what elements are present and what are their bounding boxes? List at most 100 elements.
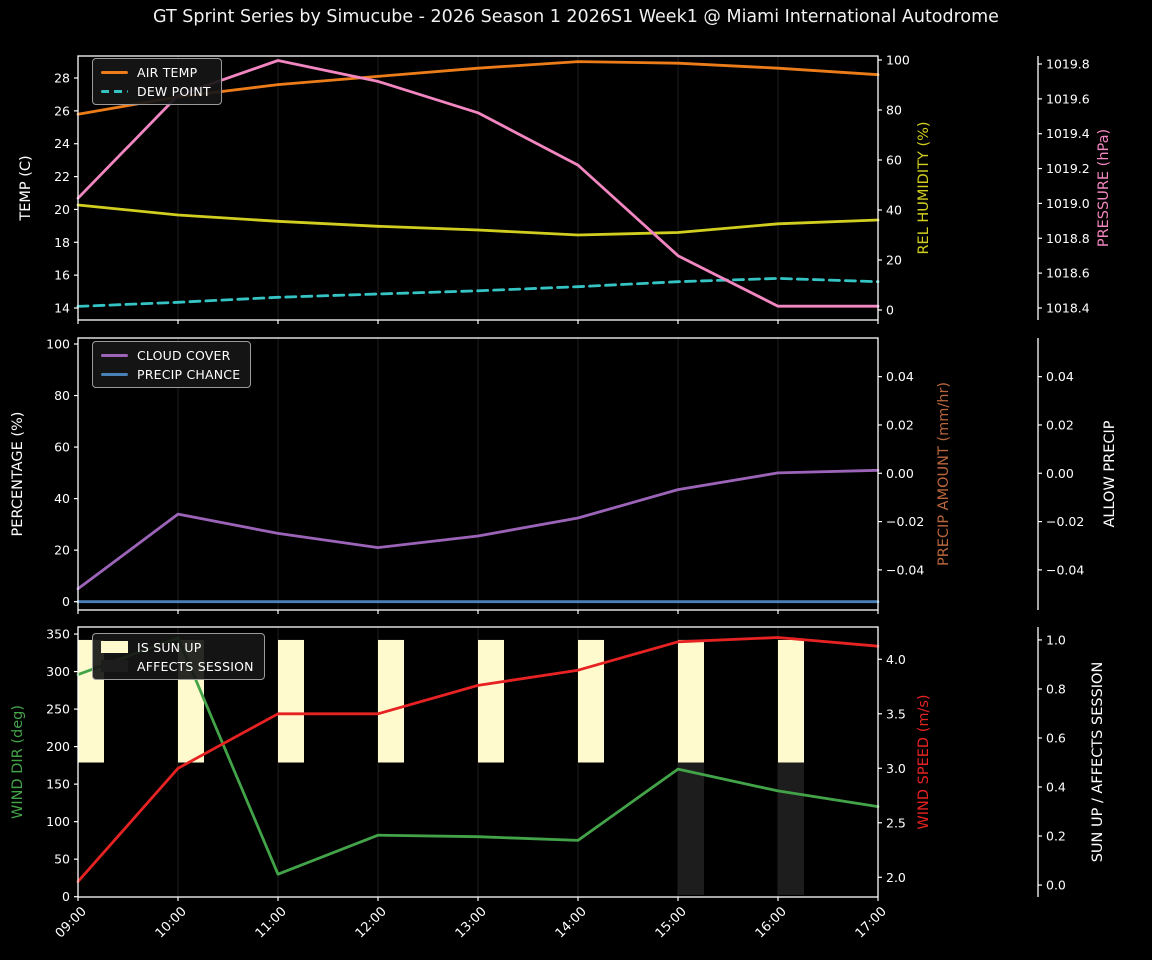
far-axis-title: SUN UP / AFFECTS SESSION <box>1090 662 1106 863</box>
y-tick-label: 300 <box>46 664 70 679</box>
far-tick-label: 0.02 <box>1046 417 1074 432</box>
legend-item-dew-point: DEW POINT <box>101 83 211 99</box>
far-tick-label: 0.6 <box>1046 730 1066 745</box>
bar-affects-session <box>778 762 804 895</box>
series-rel-humidity-line <box>76 203 880 237</box>
bar-is-sun-up <box>578 639 604 763</box>
x-tick-label: 09:00 <box>53 904 90 941</box>
legend-temperature: AIR TEMP DEW POINT <box>92 58 222 105</box>
is-sun-up-patch-swatch <box>101 641 128 653</box>
right-axis-title: REL HUMIDITY (%) <box>916 121 932 254</box>
y-tick-label: 28 <box>54 71 70 86</box>
far-tick-label: 1.0 <box>1046 632 1066 647</box>
page-title: GT Sprint Series by Simucube - 2026 Seas… <box>153 7 999 27</box>
far-tick-label: 1019.2 <box>1046 161 1090 176</box>
far-tick-label: −0.04 <box>1046 562 1084 577</box>
bar-is-sun-up <box>678 639 704 763</box>
right-tick-label: 0 <box>886 303 894 318</box>
right-tick-label: 0.04 <box>886 369 914 384</box>
legend-item-affects-session: AFFECTS SESSION <box>101 658 254 674</box>
y-tick-label: 100 <box>46 814 70 829</box>
right-tick-label: 0.02 <box>886 417 914 432</box>
bar-is-sun-up <box>778 639 804 763</box>
right-tick-label: 4.0 <box>886 652 906 667</box>
bar-is-sun-up <box>378 639 404 763</box>
far-tick-label: 0.04 <box>1046 369 1074 384</box>
y-tick-label: 18 <box>54 235 70 250</box>
far-tick-label: 1019.0 <box>1046 196 1090 211</box>
right-tick-label: 20 <box>886 253 902 268</box>
series-wind-dir-line <box>76 636 880 876</box>
x-tick-label: 15:00 <box>653 904 690 941</box>
legend-item-air-temp: AIR TEMP <box>101 64 211 80</box>
x-tick-label: 17:00 <box>853 904 890 941</box>
legend-item-precip-chance: PRECIP CHANCE <box>101 366 240 382</box>
legend-cloud-precip: CLOUD COVER PRECIP CHANCE <box>92 341 252 388</box>
right-tick-label: 2.5 <box>886 815 906 830</box>
legend-label-cloud-cover: CLOUD COVER <box>137 347 231 363</box>
x-tick-label: 13:00 <box>453 904 490 941</box>
far-tick-label: −0.02 <box>1046 514 1084 529</box>
x-tick-label: 12:00 <box>353 904 390 941</box>
bar-is-sun-up <box>278 639 304 763</box>
series-cloud-cover-line <box>76 468 880 591</box>
right-tick-label: 60 <box>886 153 902 168</box>
right-tick-label: 3.0 <box>886 761 906 776</box>
affects-session-patch-swatch <box>101 660 128 672</box>
far-axis-title: PRESSURE (hPa) <box>1096 129 1112 247</box>
legend-label-precip-chance: PRECIP CHANCE <box>137 366 241 382</box>
far-tick-label: 1019.8 <box>1046 57 1090 72</box>
legend-label-air-temp: AIR TEMP <box>137 64 198 80</box>
far-tick-label: 1019.4 <box>1046 126 1090 141</box>
right-axis-title: PRECIP AMOUNT (mm/hr) <box>936 382 952 566</box>
y-tick-label: 200 <box>46 739 70 754</box>
left-axis-title: TEMP (C) <box>18 155 34 221</box>
bar-is-sun-up <box>478 639 504 763</box>
x-tick-label: 14:00 <box>553 904 590 941</box>
y-tick-label: 20 <box>54 202 70 217</box>
right-tick-label: 40 <box>886 203 902 218</box>
right-tick-label: 2.0 <box>886 870 906 885</box>
cloud-cover-line-swatch <box>101 353 128 357</box>
legend-sun-session: IS SUN UP AFFECTS SESSION <box>92 633 265 680</box>
far-tick-label: 0.0 <box>1046 878 1066 893</box>
y-tick-label: 16 <box>54 268 70 283</box>
legend-item-is-sun-up: IS SUN UP <box>101 639 254 655</box>
subplot-2: 0 20 40 60 80 100 PERCENTAGE (%) 0.04 0.02 0.00 −0… <box>10 337 1118 614</box>
y-tick-label: 60 <box>54 440 70 455</box>
legend-label-dew-point: DEW POINT <box>137 83 211 99</box>
far-tick-label: 1018.6 <box>1046 266 1090 281</box>
far-tick-label: 0.2 <box>1046 829 1066 844</box>
y-tick-label: 150 <box>46 777 70 792</box>
left-axis-title: PERCENTAGE (%) <box>10 412 26 537</box>
y-tick-label: 20 <box>54 543 70 558</box>
right-tick-label: 100 <box>886 53 910 68</box>
y-tick-label: 350 <box>46 627 70 642</box>
far-tick-label: 1018.4 <box>1046 300 1090 315</box>
y-tick-label: 22 <box>54 169 70 184</box>
far-tick-label: 0.00 <box>1046 466 1074 481</box>
y-tick-label: 40 <box>54 491 70 506</box>
far-tick-label: 1018.8 <box>1046 231 1090 246</box>
right-tick-label: 0.00 <box>886 466 914 481</box>
legend-item-cloud-cover: CLOUD COVER <box>101 347 240 363</box>
left-axis-title: WIND DIR (deg) <box>10 705 26 819</box>
far-tick-label: 0.4 <box>1046 780 1066 795</box>
precip-chance-line-swatch <box>101 372 128 376</box>
right-tick-label: −0.04 <box>886 562 924 577</box>
y-tick-label: 100 <box>46 337 70 352</box>
y-tick-label: 14 <box>54 301 70 316</box>
series-dew-point-line <box>76 276 880 308</box>
y-tick-label: 26 <box>54 103 70 118</box>
x-tick-label: 10:00 <box>153 904 190 941</box>
right-tick-label: −0.02 <box>886 514 924 529</box>
series-wind-speed-line <box>76 636 880 883</box>
far-tick-label: 1019.6 <box>1046 91 1090 106</box>
y-tick-label: 80 <box>54 388 70 403</box>
x-tick-label: 11:00 <box>253 904 290 941</box>
right-tick-label: 80 <box>886 103 902 118</box>
air-temp-line-swatch <box>101 70 128 74</box>
far-axis-title: ALLOW PRECIP <box>1102 420 1118 527</box>
